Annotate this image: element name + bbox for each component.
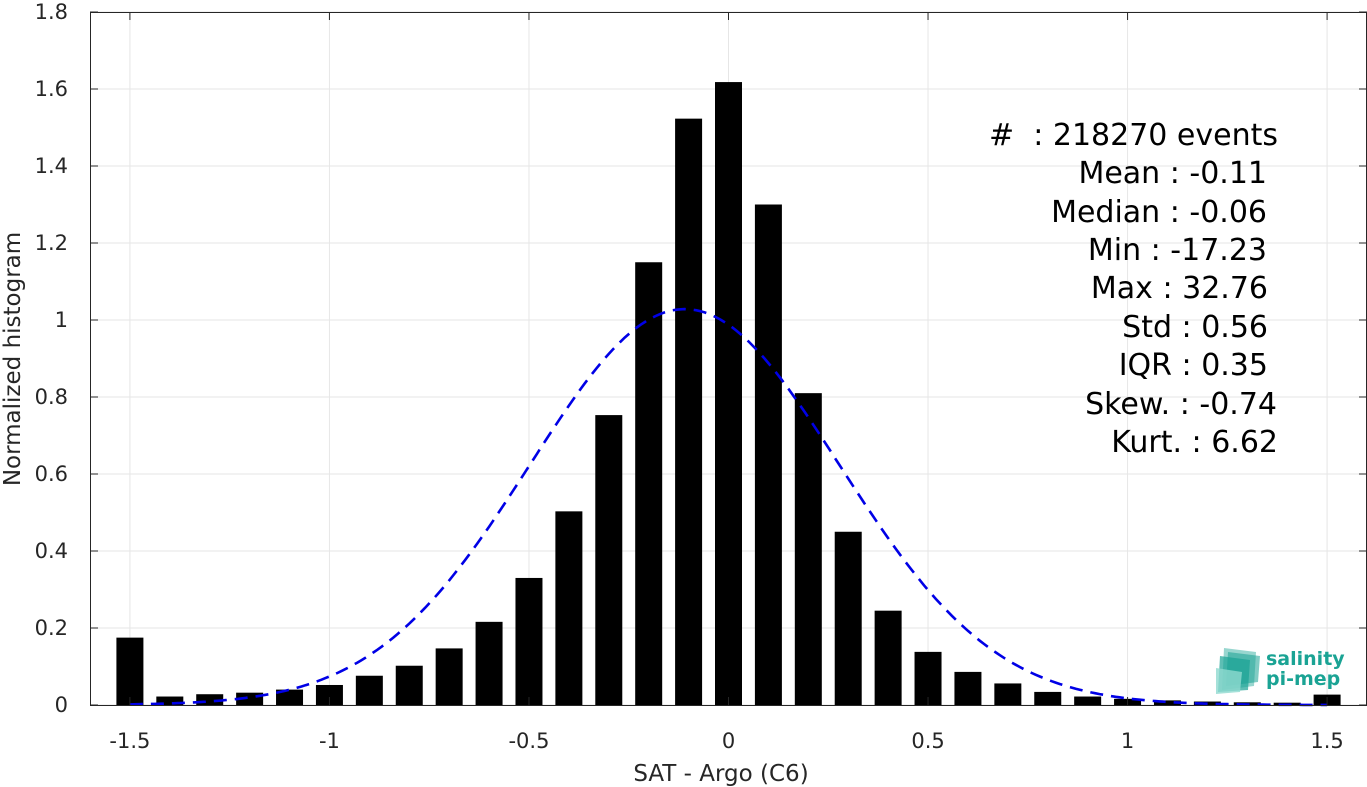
histogram-bar: [834, 531, 862, 705]
histogram-bar: [276, 689, 304, 705]
x-tick-label: 0.5: [911, 729, 944, 753]
stat-median: Median : -0.06: [1051, 195, 1267, 230]
histogram-bar: [435, 648, 463, 705]
histogram-bar: [675, 118, 703, 705]
x-tick-label: 1.5: [1310, 729, 1343, 753]
logo-line-2: pi-mep: [1266, 668, 1341, 690]
stat-events: # : 218270 events: [989, 118, 1278, 153]
y-tick-label: 1: [55, 308, 68, 332]
stat-std: Std : 0.56: [1122, 310, 1268, 345]
histogram-bar: [994, 683, 1022, 705]
stat-min: Min : -17.23: [1087, 233, 1267, 268]
histogram-bar: [794, 393, 822, 705]
histogram-bar: [635, 262, 663, 705]
histogram-bar: [754, 204, 782, 705]
bars: [116, 82, 1341, 705]
histogram-bar: [914, 651, 942, 705]
y-axis-label: Normalized histogram: [0, 232, 26, 486]
histogram-bar: [715, 82, 742, 705]
histogram-bar: [355, 675, 383, 705]
x-tick-label: -0.5: [508, 729, 549, 753]
x-tick-label: -1.5: [109, 729, 150, 753]
y-axis-ticks: 0 0.2 0.4 0.6 0.8 1 1.2 1.4 1.6 1.8: [35, 0, 1367, 717]
stat-mean: Mean : -0.11: [1078, 156, 1267, 191]
histogram-bar: [395, 665, 423, 705]
y-tick-label: 0.2: [35, 616, 68, 640]
histogram-bar: [954, 671, 982, 705]
histogram-bar: [1034, 691, 1062, 705]
histogram-bar: [116, 637, 144, 705]
y-tick-label: 1.6: [35, 77, 68, 101]
y-tick-label: 0.4: [35, 539, 68, 563]
histogram-bar: [315, 684, 343, 705]
salinity-pi-mep-logo: salinity pi-mep: [1216, 646, 1346, 694]
x-axis-label: SAT - Argo (C6): [633, 761, 808, 787]
x-tick-label: -1: [319, 729, 340, 753]
x-tick-label: 0: [722, 729, 735, 753]
histogram-bar: [196, 694, 224, 705]
y-tick-label: 0: [55, 693, 68, 717]
x-axis-ticks: -1.5 -1 -0.5 0 0.5 1 1.5: [109, 12, 1344, 753]
y-tick-label: 0.8: [35, 385, 68, 409]
histogram-bar: [1074, 696, 1102, 705]
histogram-bar: [1153, 700, 1181, 705]
stat-iqr: IQR : 0.35: [1118, 348, 1268, 383]
histogram-bar: [595, 415, 623, 705]
histogram-bar: [874, 610, 902, 705]
y-tick-label: 1.4: [35, 154, 68, 178]
y-tick-label: 1.8: [35, 0, 68, 24]
histogram-bar: [555, 511, 583, 705]
histogram-bar: [475, 621, 503, 705]
y-tick-label: 0.6: [35, 462, 68, 486]
histogram-bar: [156, 696, 184, 705]
histogram-bar: [515, 577, 543, 705]
stat-max: Max : 32.76: [1090, 271, 1268, 306]
y-tick-label: 1.2: [35, 231, 68, 255]
stat-kurt: Kurt. : 6.62: [1111, 425, 1278, 460]
stat-skew: Skew. : -0.74: [1085, 387, 1277, 422]
logo-line-1: salinity: [1266, 648, 1345, 670]
x-tick-label: 1: [1121, 729, 1134, 753]
logo-mark-icon: [1216, 648, 1260, 694]
